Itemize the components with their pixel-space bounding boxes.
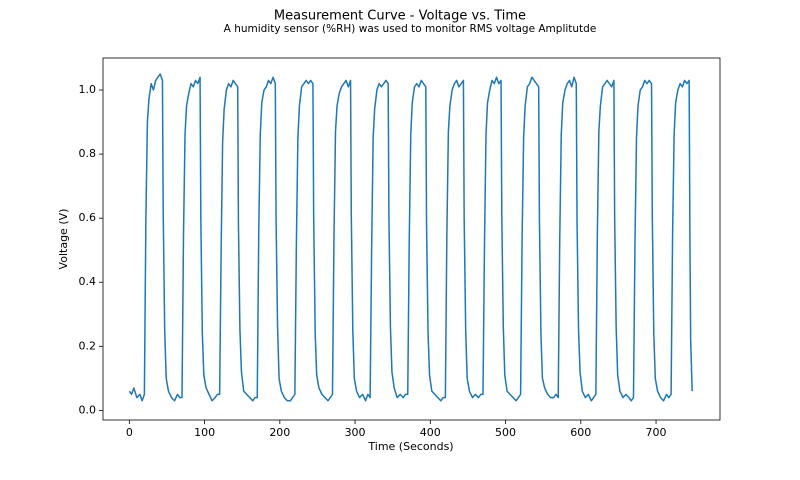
y-tick-label: 0.4 (79, 275, 97, 288)
x-tick-label: 600 (570, 426, 591, 439)
y-axis-label: Voltage (V) (57, 209, 70, 270)
x-tick-label: 400 (420, 426, 441, 439)
y-tick-label: 1.0 (79, 83, 97, 96)
x-tick-label: 200 (269, 426, 290, 439)
x-axis-label: Time (Seconds) (367, 440, 453, 453)
x-tick-label: 700 (646, 426, 667, 439)
y-tick-label: 0.0 (79, 403, 97, 416)
chart-subtitle: A humidity sensor (%RH) was used to moni… (224, 23, 597, 35)
x-tick-label: 100 (194, 426, 215, 439)
plot-frame (102, 57, 721, 421)
y-tick-label: 0.2 (79, 339, 97, 352)
chart-title: Measurement Curve - Voltage vs. Time (274, 9, 526, 24)
x-tick-label: 500 (495, 426, 516, 439)
y-tick-label: 0.6 (79, 211, 97, 224)
x-tick-label: 0 (126, 426, 133, 439)
data-line (128, 73, 693, 402)
x-tick-label: 300 (345, 426, 366, 439)
y-tick-label: 0.8 (79, 147, 97, 160)
